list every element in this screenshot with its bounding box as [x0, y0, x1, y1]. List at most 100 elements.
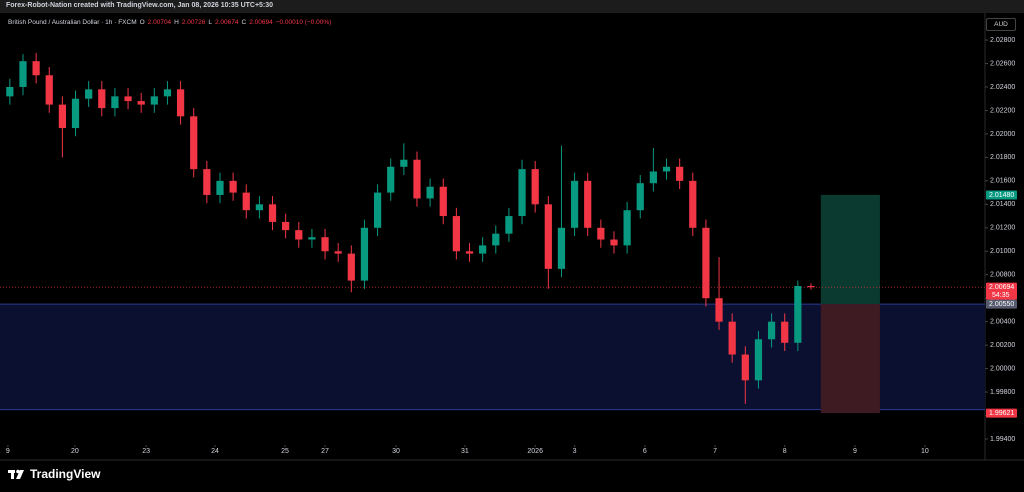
candle-body: [190, 116, 198, 170]
candle-body: [347, 253, 355, 281]
candle-body: [702, 227, 710, 299]
y-tick-label: 2.00800: [990, 272, 1015, 279]
last-price-tag-countdown: 54:35: [992, 292, 1010, 299]
x-tick-label: 9: [6, 448, 10, 455]
candle-body: [767, 321, 776, 340]
x-tick-label: 25: [281, 448, 289, 455]
candle-body: [518, 169, 526, 217]
candle-body: [531, 169, 539, 205]
candle-body: [19, 61, 27, 87]
candle-body: [452, 216, 460, 252]
candle-body: [479, 245, 487, 254]
candle-body: [216, 180, 224, 195]
ohlc-value: 2.00674: [215, 19, 239, 26]
candle-body: [71, 98, 80, 129]
candle-body: [676, 166, 684, 181]
y-tick-label: 2.00000: [990, 365, 1015, 372]
legend: British Pound / Australian Dollar · 1h ·…: [8, 19, 331, 26]
x-tick-label: 8: [783, 448, 787, 455]
entry-tag-label: 2.00550: [989, 301, 1014, 308]
target-tag: [986, 190, 1017, 200]
ohlc-value: 2.00726: [181, 19, 206, 26]
candle-body: [176, 89, 185, 117]
x-tick-label: 3: [573, 448, 577, 455]
brand: TradingView: [30, 467, 101, 481]
candle-body: [203, 169, 211, 195]
candle-body: [662, 166, 671, 172]
tv-logo: [8, 469, 24, 479]
candle-body: [268, 204, 277, 222]
candle-body: [610, 239, 618, 246]
x-tick-label: 30: [392, 448, 400, 455]
ohlc-key: C: [241, 19, 247, 26]
candle-body: [98, 89, 106, 109]
y-tick-label: 2.01800: [990, 154, 1015, 161]
y-tick-label: 2.02600: [990, 60, 1015, 67]
ohlc-value: 2.00694: [249, 19, 273, 26]
ohlc-value: 2.00704: [147, 19, 172, 26]
x-tick-label: 2026: [527, 448, 543, 455]
candle-body: [794, 285, 802, 343]
y-tick-label: 2.00400: [990, 319, 1015, 326]
candle-body: [781, 321, 789, 343]
candle-body: [150, 96, 158, 105]
y-tick-label: 1.99800: [990, 389, 1015, 396]
change: −0.00010 (−0.00%): [275, 19, 332, 26]
candle-body: [492, 233, 500, 246]
target-box: [820, 194, 880, 305]
x-tick-label: 24: [211, 448, 219, 455]
candle-body: [387, 166, 395, 193]
price-axis: [985, 13, 1024, 460]
candle-body: [597, 227, 605, 240]
candle-body: [373, 192, 382, 228]
symbol-title: British Pound / Australian Dollar · 1h ·…: [8, 19, 137, 26]
candle-body: [58, 104, 66, 129]
candle-body: [557, 227, 566, 269]
candle-body: [544, 204, 552, 269]
x-tick-label: 31: [461, 448, 469, 455]
caption: Forex-Robot-Nation created with TradingV…: [6, 2, 274, 9]
last-price-tag-label: 2.00694: [989, 284, 1014, 291]
candle-body: [741, 354, 749, 381]
candle-body: [282, 221, 290, 231]
candle-body: [807, 285, 815, 288]
y-tick-label: 2.02000: [990, 131, 1015, 138]
y-tick-label: 2.01600: [990, 178, 1015, 185]
y-tick-label: 1.99400: [990, 436, 1015, 443]
candle-body: [111, 96, 119, 109]
candle-body: [465, 251, 474, 254]
candle-body: [636, 183, 644, 211]
y-tick-label: 2.01000: [990, 248, 1015, 255]
candle-body: [649, 171, 657, 184]
currency-button[interactable]: AUD: [986, 18, 1016, 31]
candle-body: [505, 216, 513, 234]
candle-body: [242, 192, 250, 211]
candle-body: [584, 180, 592, 228]
target-tag-label: 2.01480: [989, 192, 1014, 199]
candle-body: [229, 180, 237, 193]
x-tick-label: 6: [643, 448, 647, 455]
ohlc-key: H: [174, 19, 179, 26]
y-tick-label: 2.02400: [990, 84, 1015, 91]
candle-body: [6, 86, 14, 97]
candle-body: [85, 89, 93, 99]
candle-body: [360, 227, 369, 281]
y-tick-label: 2.02200: [990, 107, 1015, 114]
candle-body: [570, 180, 579, 228]
candle-body: [426, 186, 434, 199]
ohlc-key: L: [208, 19, 212, 26]
candle-body: [400, 159, 408, 167]
x-tick-label: 20: [71, 448, 79, 455]
candle-body: [439, 186, 447, 217]
candle-body: [45, 75, 53, 105]
candle-body: [728, 321, 736, 355]
x-tick-label: 9: [853, 448, 857, 455]
candle-body: [308, 237, 316, 240]
candle-body: [124, 96, 132, 102]
entry-tag: [986, 299, 1017, 309]
candle-body: [163, 89, 172, 97]
stop-box: [820, 304, 880, 414]
candle-body: [413, 159, 421, 199]
